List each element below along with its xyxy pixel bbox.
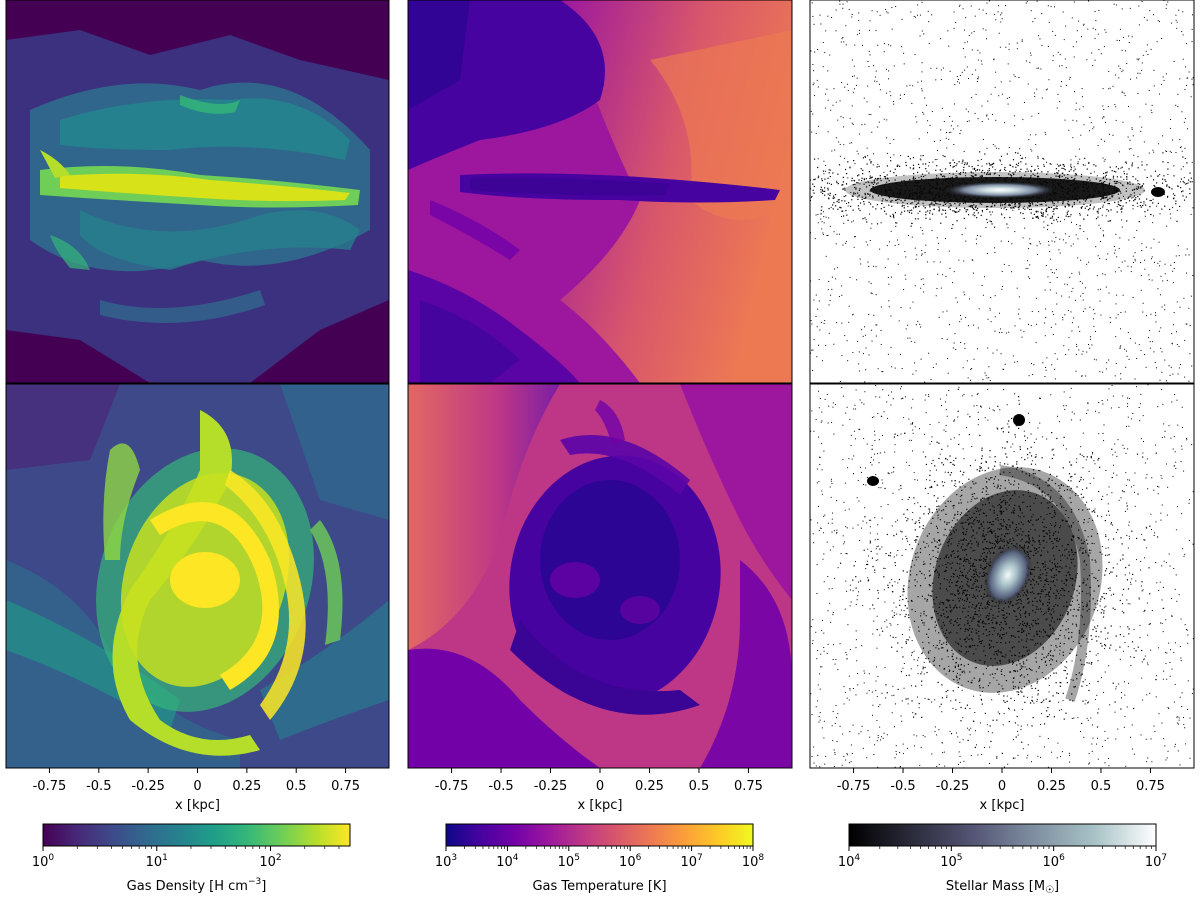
colorbar-label: Gas Density [H cm−3] (127, 877, 267, 894)
colorbar-tick-label: 102 (259, 853, 281, 870)
x-tick-label: 0.75 (1136, 779, 1165, 794)
x-tick-label: 0 (998, 779, 1006, 794)
stellar-panel-edge-frame (809, 0, 1195, 384)
colorbar-tick-label: 104 (838, 853, 861, 870)
temperature-panel-edge-on (408, 0, 792, 383)
temperature-panel-edge-frame (407, 0, 793, 384)
x-tick-label: -0.75 (837, 779, 871, 794)
colorbar-tick-label: 105 (940, 853, 962, 870)
density-panel-edge-on (6, 0, 389, 383)
temperature-panel-face-on (408, 384, 792, 768)
x-tick-label: 0.5 (1091, 779, 1112, 794)
colorbar-tick-label: 105 (558, 853, 580, 870)
colorbar (445, 823, 754, 847)
x-tick-label: -0.5 (890, 779, 915, 794)
stellar-panel-face-on (810, 384, 1194, 768)
colorbar-label: Stellar Mass [M☉] (946, 879, 1059, 896)
colorbar (42, 823, 351, 847)
x-tick-label: 0.5 (286, 779, 307, 794)
density-panel-face-on (6, 384, 389, 768)
colorbar-label: Gas Temperature [K] (532, 879, 666, 894)
x-tick-label: 0.25 (1037, 779, 1066, 794)
colorbar-tick-label: 108 (742, 853, 765, 870)
x-tick-label: -0.25 (131, 779, 165, 794)
x-tick-label: -0.25 (936, 779, 970, 794)
x-tick-label: 0.75 (331, 779, 360, 794)
colorbar-tick-label: 106 (619, 853, 642, 870)
x-tick-label: -0.5 (488, 779, 513, 794)
colorbar-tick-label: 101 (146, 853, 168, 870)
stellar-panel-edge-on (810, 0, 1194, 384)
x-tick-label: -0.75 (435, 779, 469, 794)
x-axis-label: x [kpc] (175, 798, 220, 813)
x-axis-label: x [kpc] (980, 798, 1025, 813)
x-tick-label: -0.25 (534, 779, 568, 794)
colorbar-tick-label: 104 (496, 853, 519, 870)
x-axis-label: x [kpc] (578, 798, 623, 813)
density-panel-edge-frame (5, 0, 390, 384)
x-tick-label: 0.75 (734, 779, 763, 794)
x-tick-label: -0.5 (86, 779, 111, 794)
colorbar-tick-label: 103 (435, 853, 457, 870)
x-tick-label: -0.75 (33, 779, 67, 794)
colorbar-tick-label: 106 (1043, 853, 1066, 870)
colorbar-tick-label: 107 (680, 853, 702, 870)
x-tick-label: 0 (193, 779, 201, 794)
x-tick-label: 0.5 (689, 779, 710, 794)
x-tick-label: 0.25 (635, 779, 664, 794)
x-tick-label: 0.25 (232, 779, 261, 794)
colorbar (848, 823, 1157, 847)
colorbar-tick-label: 100 (32, 853, 55, 870)
x-tick-label: 0 (596, 779, 604, 794)
colorbar-tick-label: 107 (1145, 853, 1167, 870)
